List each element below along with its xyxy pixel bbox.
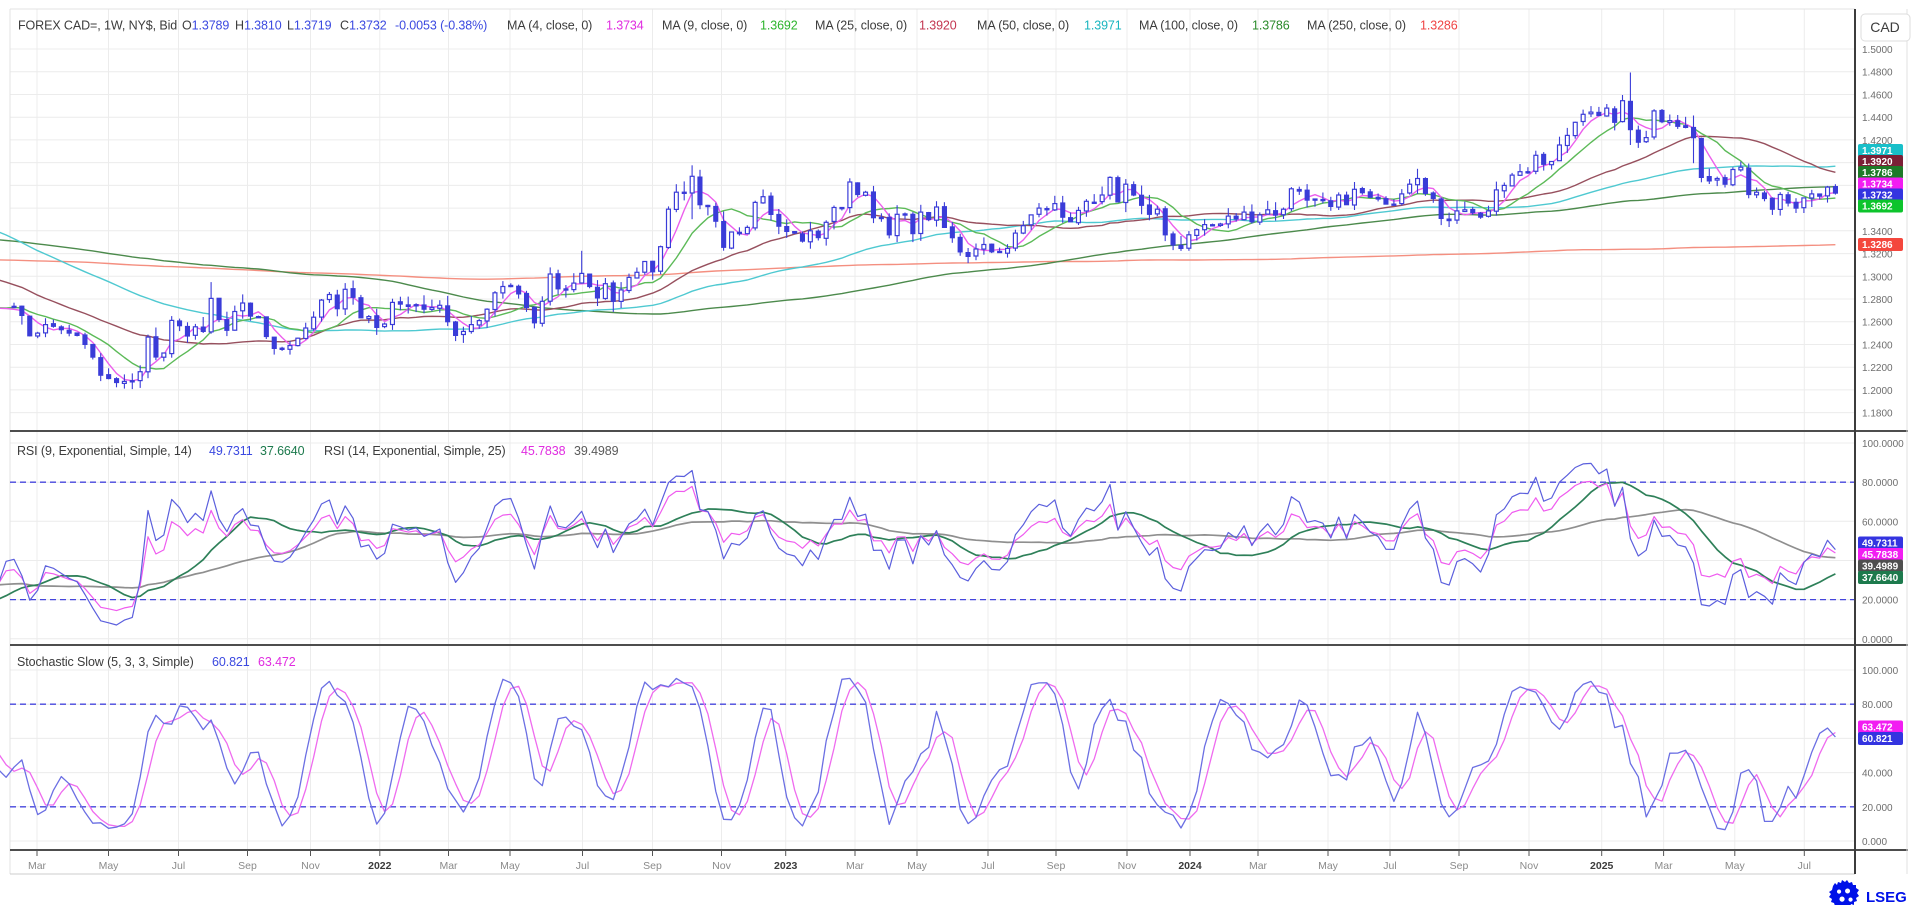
svg-text:Mar: Mar (439, 860, 458, 872)
svg-text:Mar: Mar (1655, 860, 1674, 872)
svg-text:1.4800: 1.4800 (1862, 68, 1893, 79)
svg-text:49.7311: 49.7311 (209, 444, 253, 458)
svg-text:1.3400: 1.3400 (1862, 227, 1893, 238)
svg-text:2022: 2022 (368, 860, 392, 872)
svg-text:60.821: 60.821 (212, 655, 250, 669)
svg-text:45.7838: 45.7838 (521, 444, 566, 458)
svg-text:1.3786: 1.3786 (1252, 19, 1290, 33)
svg-text:Mar: Mar (846, 860, 865, 872)
svg-text:60.821: 60.821 (1862, 734, 1893, 745)
svg-text:1.3971: 1.3971 (1862, 146, 1893, 157)
svg-text:LSEG: LSEG (1866, 889, 1907, 905)
svg-text:1.3286: 1.3286 (1420, 19, 1458, 33)
svg-text:1.4400: 1.4400 (1862, 113, 1893, 124)
svg-text:May: May (99, 860, 120, 872)
svg-text:Sep: Sep (1450, 860, 1469, 872)
svg-text:L1.3719: L1.3719 (287, 19, 332, 33)
svg-text:49.7311: 49.7311 (1862, 539, 1898, 550)
svg-text:MA (50, close, 0): MA (50, close, 0) (977, 19, 1069, 33)
svg-text:Mar: Mar (28, 860, 47, 872)
svg-text:1.3200: 1.3200 (1862, 250, 1893, 261)
svg-text:May: May (500, 860, 521, 872)
svg-text:1.2800: 1.2800 (1862, 295, 1893, 306)
svg-text:0.000: 0.000 (1862, 837, 1887, 848)
svg-text:63.472: 63.472 (258, 655, 296, 669)
svg-text:1.3734: 1.3734 (606, 19, 644, 33)
svg-text:May: May (907, 860, 928, 872)
svg-text:1.4200: 1.4200 (1862, 136, 1893, 147)
svg-text:63.472: 63.472 (1862, 723, 1893, 734)
svg-text:1.3971: 1.3971 (1084, 19, 1122, 33)
svg-text:1.2400: 1.2400 (1862, 341, 1893, 352)
svg-text:1.1800: 1.1800 (1862, 409, 1893, 420)
svg-text:2023: 2023 (774, 860, 798, 872)
svg-text:1.5000: 1.5000 (1862, 45, 1893, 56)
svg-text:MA (250, close, 0): MA (250, close, 0) (1307, 19, 1406, 33)
svg-text:1.3692: 1.3692 (1862, 202, 1893, 213)
svg-text:MA (100, close, 0): MA (100, close, 0) (1139, 19, 1238, 33)
svg-text:RSI (9, Exponential, Simple, 1: RSI (9, Exponential, Simple, 14) (17, 444, 192, 458)
svg-text:1.3732: 1.3732 (1862, 191, 1893, 202)
svg-text:Nov: Nov (1520, 860, 1539, 872)
svg-text:37.6640: 37.6640 (260, 444, 305, 458)
svg-text:80.000: 80.000 (1862, 700, 1893, 711)
svg-text:Nov: Nov (301, 860, 320, 872)
svg-text:20.0000: 20.0000 (1862, 596, 1899, 607)
svg-text:C1.3732: C1.3732 (340, 19, 387, 33)
svg-text:Sep: Sep (238, 860, 257, 872)
svg-text:100.0000: 100.0000 (1862, 439, 1904, 450)
svg-text:45.7838: 45.7838 (1862, 550, 1899, 561)
svg-text:1.2600: 1.2600 (1862, 318, 1893, 329)
svg-text:MA (4, close, 0): MA (4, close, 0) (507, 19, 592, 33)
svg-text:20.000: 20.000 (1862, 803, 1893, 814)
svg-text:Jul: Jul (1798, 860, 1811, 872)
svg-text:H1.3810: H1.3810 (235, 19, 282, 33)
svg-text:Jul: Jul (981, 860, 994, 872)
svg-text:80.0000: 80.0000 (1862, 478, 1899, 489)
svg-text:Sep: Sep (1047, 860, 1066, 872)
svg-text:CAD: CAD (1870, 19, 1900, 35)
svg-text:Mar: Mar (1249, 860, 1268, 872)
svg-text:1.2200: 1.2200 (1862, 363, 1893, 374)
svg-text:1.3734: 1.3734 (1862, 180, 1893, 191)
svg-text:MA (9, close, 0): MA (9, close, 0) (662, 19, 747, 33)
svg-text:Nov: Nov (1118, 860, 1137, 872)
svg-text:1.3286: 1.3286 (1862, 240, 1893, 251)
svg-text:39.4989: 39.4989 (1862, 562, 1899, 573)
svg-text:May: May (1725, 860, 1746, 872)
svg-text:1.3920: 1.3920 (919, 19, 957, 33)
svg-text:1.3000: 1.3000 (1862, 272, 1893, 283)
svg-text:37.6640: 37.6640 (1862, 573, 1899, 584)
svg-text:Jul: Jul (576, 860, 589, 872)
svg-text:40.000: 40.000 (1862, 769, 1893, 780)
svg-text:May: May (1318, 860, 1339, 872)
svg-text:2024: 2024 (1178, 860, 1202, 872)
svg-text:0.0000: 0.0000 (1862, 635, 1893, 646)
svg-text:O1.3789: O1.3789 (182, 19, 229, 33)
svg-text:-0.0053 (-0.38%): -0.0053 (-0.38%) (395, 19, 487, 33)
svg-text:60.0000: 60.0000 (1862, 517, 1899, 528)
svg-text:Sep: Sep (643, 860, 662, 872)
svg-text:Stochastic Slow (5, 3, 3, Simp: Stochastic Slow (5, 3, 3, Simple) (17, 655, 194, 669)
svg-text:1.3786: 1.3786 (1862, 168, 1893, 179)
svg-text:2025: 2025 (1590, 860, 1614, 872)
svg-text:Nov: Nov (712, 860, 731, 872)
svg-text:Jul: Jul (1383, 860, 1396, 872)
svg-text:39.4989: 39.4989 (574, 444, 619, 458)
svg-text:1.2000: 1.2000 (1862, 386, 1893, 397)
svg-text:1.3920: 1.3920 (1862, 157, 1893, 168)
svg-text:FOREX CAD=, 1W, NY$, Bid: FOREX CAD=, 1W, NY$, Bid (18, 19, 177, 33)
svg-text:RSI (14, Exponential, Simple,: RSI (14, Exponential, Simple, 25) (324, 444, 506, 458)
svg-text:Jul: Jul (172, 860, 185, 872)
svg-text:1.4600: 1.4600 (1862, 91, 1893, 102)
svg-text:1.3692: 1.3692 (760, 19, 798, 33)
svg-text:MA (25, close, 0): MA (25, close, 0) (815, 19, 907, 33)
svg-text:100.000: 100.000 (1862, 666, 1899, 677)
